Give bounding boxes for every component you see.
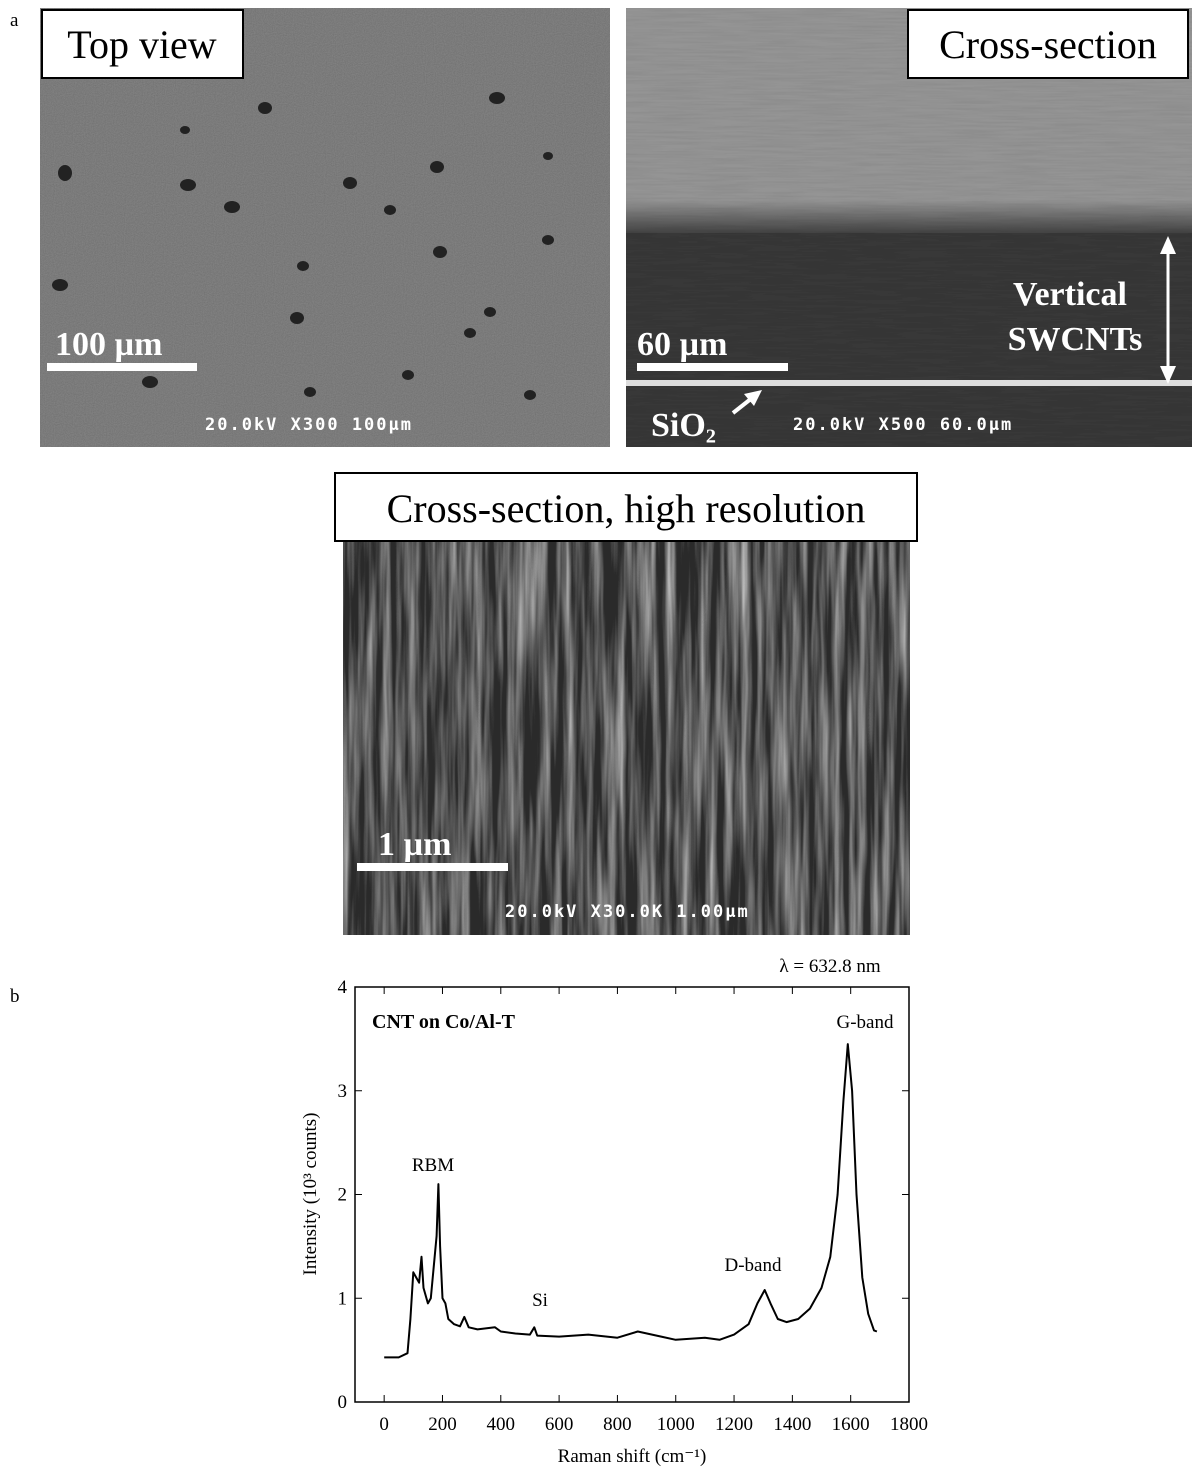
y-tick-label: 1 bbox=[338, 1288, 348, 1309]
sem-info: 20.0kV X30.0K 1.00µm bbox=[505, 902, 750, 922]
x-tick-label: 200 bbox=[428, 1414, 457, 1435]
label-box bbox=[41, 9, 244, 79]
sem-image bbox=[40, 8, 610, 447]
sem-info: 20.0kV X300 100µm bbox=[205, 415, 413, 435]
x-tick-label: 600 bbox=[545, 1414, 574, 1435]
y-tick-label: 4 bbox=[338, 977, 348, 998]
annotation: Vertical bbox=[1013, 276, 1127, 313]
substrate-layer bbox=[626, 380, 1192, 386]
scale-bar bbox=[47, 363, 197, 371]
raman-chart: λ = 632.8 nm CNT on Co/Al-T Raman shift … bbox=[300, 956, 928, 1467]
chart-subtitle: CNT on Co/Al-T bbox=[372, 1011, 516, 1033]
sem-cross-section: Cross-section Vertical SWCNTs 60 µm SiO₂… bbox=[626, 8, 1192, 447]
x-tick-label: 1200 bbox=[715, 1414, 753, 1435]
x-tick-label: 1800 bbox=[890, 1414, 928, 1435]
peak-annotation: G-band bbox=[837, 1012, 894, 1033]
peak-annotation: Si bbox=[532, 1290, 548, 1311]
x-tick-label: 400 bbox=[487, 1414, 516, 1435]
image-title: Cross-section bbox=[939, 22, 1157, 67]
substrate-label: SiO₂ bbox=[651, 407, 716, 444]
x-tick-label: 1600 bbox=[832, 1414, 870, 1435]
scale-bar-label: 100 µm bbox=[55, 326, 162, 363]
nanotube-texture bbox=[343, 541, 910, 935]
x-tick-label: 1000 bbox=[657, 1414, 695, 1435]
image-title: Cross-section, high resolution bbox=[387, 486, 866, 531]
panel-label: b bbox=[10, 986, 20, 1007]
peak-annotation: RBM bbox=[412, 1155, 454, 1176]
scale-bar bbox=[357, 863, 508, 871]
annotation: SWCNTs bbox=[1008, 321, 1143, 358]
scale-bar bbox=[637, 363, 788, 371]
scale-bar-label: 60 µm bbox=[637, 326, 727, 363]
y-tick-label: 0 bbox=[338, 1392, 348, 1413]
sem-high-resolution: Cross-section, high resolution 1 µm 20.0… bbox=[334, 472, 918, 935]
y-tick-label: 2 bbox=[338, 1185, 348, 1206]
pores bbox=[52, 92, 554, 400]
y-axis-label: Intensity (10³ counts) bbox=[300, 1113, 321, 1276]
x-tick-label: 800 bbox=[603, 1414, 632, 1435]
y-tick-label: 3 bbox=[338, 1081, 348, 1102]
peak-annotation: D-band bbox=[725, 1255, 782, 1276]
label-box bbox=[334, 472, 918, 542]
x-tick-label: 1400 bbox=[773, 1414, 811, 1435]
substrate-arrow bbox=[731, 390, 762, 415]
label-box bbox=[907, 9, 1189, 79]
sem-top-view: Top view 100 µm 20.0kV X300 100µm bbox=[40, 8, 610, 447]
sem-image bbox=[626, 233, 1192, 447]
spectrum-line bbox=[384, 1043, 878, 1359]
height-arrow bbox=[1160, 236, 1176, 384]
x-axis-label: Raman shift (cm⁻¹) bbox=[558, 1446, 707, 1467]
panel-label: a bbox=[10, 10, 19, 31]
image-title: Top view bbox=[67, 22, 217, 67]
edge-shadow bbox=[626, 200, 1192, 233]
chart-title: λ = 632.8 nm bbox=[779, 956, 880, 977]
x-tick-label: 0 bbox=[379, 1414, 389, 1435]
scale-bar-label: 1 µm bbox=[378, 826, 451, 863]
sem-info: 20.0kV X500 60.0µm bbox=[793, 415, 1013, 435]
